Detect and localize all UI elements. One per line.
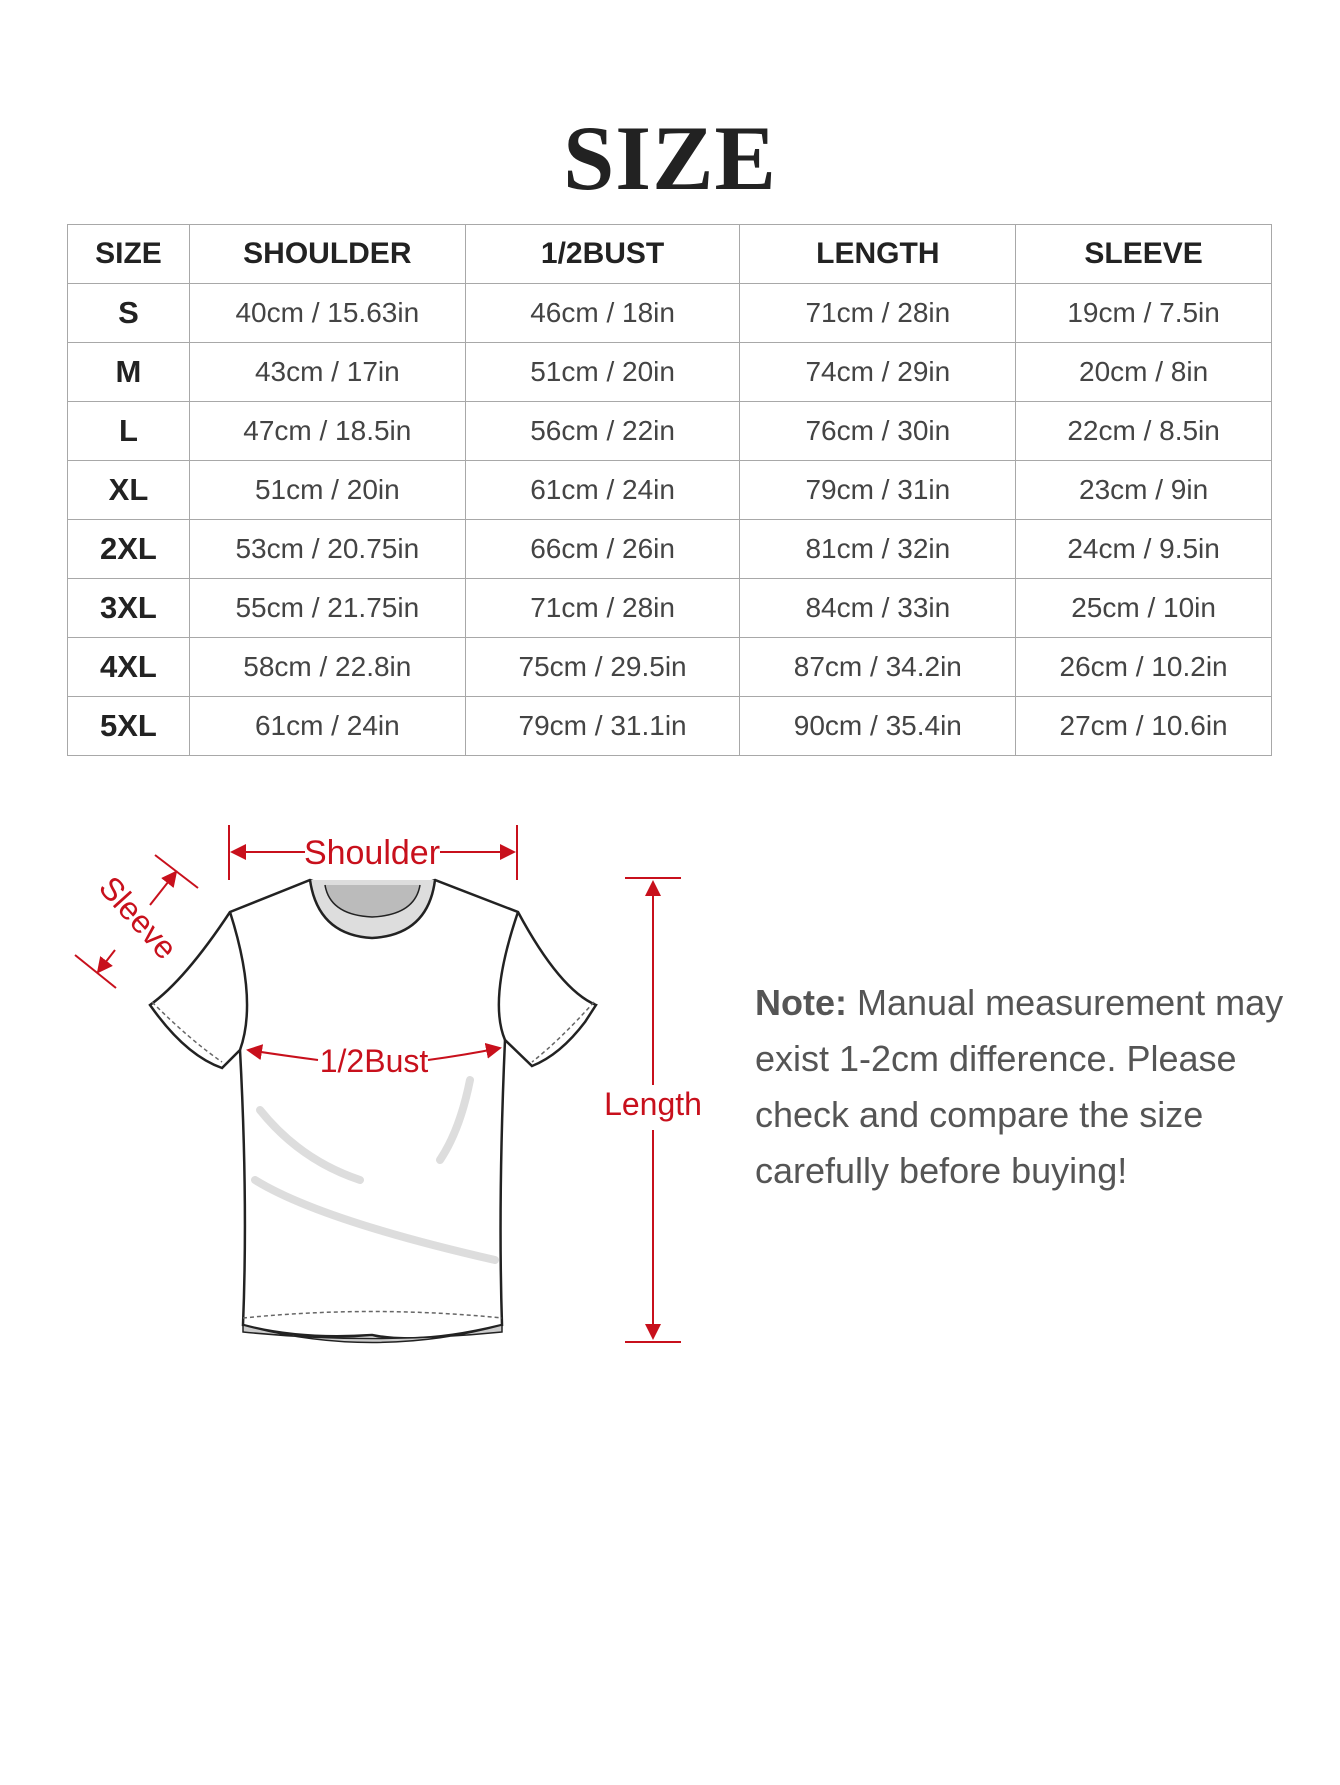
note-label: Note:: [755, 982, 847, 1023]
length-label: Length: [604, 1086, 702, 1122]
measurement-cell: 27cm / 10.6in: [1015, 696, 1272, 756]
length-measure: [625, 877, 681, 1343]
table-row: 3XL 55cm / 21.75in 71cm / 28in 84cm / 33in 2…: [67, 578, 1272, 638]
measurement-cell: 43cm / 17in: [188, 342, 466, 402]
measurement-cell: 56cm / 22in: [464, 401, 741, 461]
measurement-cell: 61cm / 24in: [188, 696, 466, 756]
size-cell: 4XL: [67, 637, 190, 697]
size-cell: S: [67, 283, 190, 343]
fabric-shading: [251, 1076, 499, 1264]
measurement-cell: 51cm / 20in: [188, 460, 466, 520]
measurement-cell: 87cm / 34.2in: [739, 637, 1017, 697]
table-row: M 43cm / 17in 51cm / 20in 74cm / 29in 20cm /…: [67, 342, 1272, 402]
shoulder-label: Shoulder: [304, 834, 440, 872]
column-header: SLEEVE: [1015, 224, 1272, 284]
measurement-cell: 53cm / 20.75in: [188, 519, 466, 579]
sleeve-label: Sleeve: [92, 869, 184, 966]
table-row: 2XL 53cm / 20.75in 66cm / 26in 81cm / 32in 2…: [67, 519, 1272, 579]
tshirt-measurement-diagram: Shoulder Sleeve 1/2Bust Length: [74, 825, 702, 1344]
size-cell: XL: [67, 460, 190, 520]
page-title: SIZE: [563, 107, 777, 209]
column-header: SIZE: [67, 224, 190, 284]
measurement-cell: 90cm / 35.4in: [739, 696, 1017, 756]
measurement-cell: 75cm / 29.5in: [464, 637, 741, 697]
measurement-cell: 20cm / 8in: [1015, 342, 1272, 402]
measurement-cell: 51cm / 20in: [464, 342, 741, 402]
table-row: 5XL 61cm / 24in 79cm / 31.1in 90cm / 35.4in…: [67, 696, 1272, 756]
measurement-cell: 25cm / 10in: [1015, 578, 1272, 638]
measurement-cell: 61cm / 24in: [464, 460, 741, 520]
column-header: 1/2BUST: [464, 224, 741, 284]
measurement-cell: 81cm / 32in: [739, 519, 1017, 579]
measurement-cell: 74cm / 29in: [739, 342, 1017, 402]
size-cell: 2XL: [67, 519, 190, 579]
measurement-cell: 76cm / 30in: [739, 401, 1017, 461]
bust-measure: [246, 1042, 502, 1061]
measurement-cell: 26cm / 10.2in: [1015, 637, 1272, 697]
size-cell: L: [67, 401, 190, 461]
column-header: SHOULDER: [188, 224, 466, 284]
measurement-cell: 84cm / 33in: [739, 578, 1017, 638]
table-row: S 40cm / 15.63in 46cm / 18in 71cm / 28in 19c…: [67, 283, 1272, 343]
measurement-cell: 47cm / 18.5in: [188, 401, 466, 461]
bust-label: 1/2Bust: [320, 1043, 429, 1079]
measurement-cell: 23cm / 9in: [1015, 460, 1272, 520]
table-row: XL 51cm / 20in 61cm / 24in 79cm / 31in 23cm …: [67, 460, 1272, 520]
tshirt-outline: [148, 878, 598, 1344]
size-cell: 5XL: [67, 696, 190, 756]
measurement-cell: 66cm / 26in: [464, 519, 741, 579]
note-text: Manual measurement may exist 1-2cm diffe…: [755, 982, 1284, 1191]
shoulder-measure: [228, 825, 518, 880]
measurement-cell: 79cm / 31.1in: [464, 696, 741, 756]
size-table: SIZE SHOULDER 1/2BUST LENGTH SLEEVE S 40cm / …: [67, 224, 1272, 756]
measurement-cell: 58cm / 22.8in: [188, 637, 466, 697]
size-cell: 3XL: [67, 578, 190, 638]
sleeve-measure: [74, 854, 199, 989]
measurement-note: Note: Manual measurement may exist 1-2cm…: [755, 975, 1295, 1199]
measurement-cell: 19cm / 7.5in: [1015, 283, 1272, 343]
measurement-cell: 22cm / 8.5in: [1015, 401, 1272, 461]
size-cell: M: [67, 342, 190, 402]
table-row: 4XL 58cm / 22.8in 75cm / 29.5in 87cm / 34.2…: [67, 637, 1272, 697]
measurement-cell: 55cm / 21.75in: [188, 578, 466, 638]
measurement-cell: 79cm / 31in: [739, 460, 1017, 520]
measurement-cell: 46cm / 18in: [464, 283, 741, 343]
measurement-cell: 71cm / 28in: [464, 578, 741, 638]
column-header: LENGTH: [739, 224, 1017, 284]
measurement-cell: 24cm / 9.5in: [1015, 519, 1272, 579]
measurement-cell: 71cm / 28in: [739, 283, 1017, 343]
table-header-row: SIZE SHOULDER 1/2BUST LENGTH SLEEVE: [67, 224, 1272, 284]
table-row: L 47cm / 18.5in 56cm / 22in 76cm / 30in 22cm…: [67, 401, 1272, 461]
measurement-cell: 40cm / 15.63in: [188, 283, 466, 343]
